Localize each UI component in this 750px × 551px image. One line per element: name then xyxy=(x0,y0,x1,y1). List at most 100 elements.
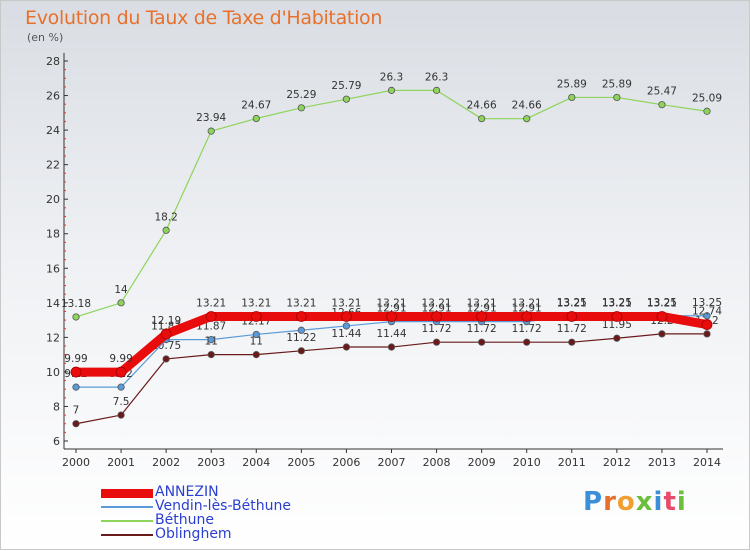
y-tick-label: 20 xyxy=(46,193,60,206)
x-tick-label: 2011 xyxy=(558,456,586,469)
data-point xyxy=(341,311,352,322)
data-label: 13.21 xyxy=(331,297,361,309)
data-label: 25.29 xyxy=(286,89,316,101)
data-label: 25.09 xyxy=(692,92,722,104)
data-point xyxy=(162,355,170,363)
data-label: 13.18 xyxy=(61,298,91,310)
data-point xyxy=(613,334,621,342)
data-point xyxy=(523,115,531,123)
logo-letter: i xyxy=(676,487,687,517)
data-point xyxy=(478,115,486,123)
chart-title: Evolution du Taux de Taxe d'Habitation xyxy=(25,7,383,29)
x-tick-label: 2014 xyxy=(693,456,721,469)
logo-letter: r xyxy=(603,487,617,517)
data-point xyxy=(117,299,125,307)
data-label: 11.72 xyxy=(557,323,587,335)
x-tick-label: 2001 xyxy=(107,456,135,469)
data-label: 12.19 xyxy=(151,315,181,327)
data-label: 24.66 xyxy=(467,100,497,112)
legend-label: Oblinghem xyxy=(155,526,232,542)
data-point xyxy=(613,93,621,102)
data-label: 11.72 xyxy=(422,323,452,335)
data-label: 12.91 xyxy=(467,303,497,315)
data-point xyxy=(703,107,711,115)
data-label: 12.91 xyxy=(512,303,542,315)
data-point xyxy=(521,311,533,322)
x-tick-label: 2010 xyxy=(513,456,541,469)
data-point xyxy=(72,313,80,321)
data-point xyxy=(656,311,668,322)
legend-label: Béthune xyxy=(155,512,214,528)
data-label: 9.99 xyxy=(109,353,132,365)
x-tick-label: 2007 xyxy=(378,456,406,469)
data-point xyxy=(162,226,170,234)
data-label: 12.91 xyxy=(376,303,406,315)
y-tick-label: 28 xyxy=(46,55,60,68)
logo-letter: i xyxy=(653,487,664,517)
data-label: 18.2 xyxy=(154,211,177,223)
legend-swatch xyxy=(101,520,153,522)
data-label: 11.44 xyxy=(331,328,361,340)
data-label: 11.95 xyxy=(602,319,632,331)
data-label: 13.21 xyxy=(647,297,677,309)
x-tick-label: 2013 xyxy=(648,456,676,469)
data-point xyxy=(252,330,260,339)
y-tick-label: 6 xyxy=(53,435,60,448)
data-point xyxy=(70,366,82,378)
data-point xyxy=(568,338,576,346)
data-point xyxy=(207,351,215,359)
data-point xyxy=(611,311,623,322)
data-point xyxy=(252,114,260,123)
data-label: 13.21 xyxy=(467,297,497,309)
data-point xyxy=(432,338,441,346)
proxiti-logo: Proxiti xyxy=(583,487,687,517)
data-point xyxy=(295,311,307,322)
series-line xyxy=(75,89,708,318)
y-tick-label: 22 xyxy=(46,159,60,172)
data-label: 13.25 xyxy=(647,297,677,309)
data-label: 13.21 xyxy=(602,297,632,309)
data-point xyxy=(160,328,172,340)
legend-swatch xyxy=(101,534,153,536)
x-tick-label: 2012 xyxy=(603,456,631,469)
x-tick-label: 2008 xyxy=(423,456,451,469)
data-point xyxy=(297,104,305,112)
data-label: 14 xyxy=(114,284,128,296)
data-label: 26.3 xyxy=(425,71,448,83)
data-point xyxy=(342,343,351,351)
data-label: 24.66 xyxy=(512,100,542,112)
data-label: 26.3 xyxy=(380,71,403,83)
data-point xyxy=(297,347,305,355)
legend-label: Vendin-lès-Béthune xyxy=(155,498,291,514)
data-label: 13.21 xyxy=(422,297,452,309)
y-tick-label: 26 xyxy=(46,90,60,103)
data-label: 9.99 xyxy=(64,353,87,365)
data-point xyxy=(252,351,260,359)
data-point xyxy=(432,86,441,94)
y-tick-label: 18 xyxy=(46,228,60,241)
legend-label: ANNEZIN xyxy=(155,484,219,500)
x-tick-label: 2003 xyxy=(197,456,225,469)
data-point xyxy=(703,330,711,338)
data-label: 11.72 xyxy=(512,323,542,335)
data-point xyxy=(297,326,305,334)
data-label: 24.67 xyxy=(241,100,271,112)
data-label: 13.21 xyxy=(557,297,587,309)
data-point xyxy=(342,95,351,103)
data-point xyxy=(115,366,127,378)
data-point xyxy=(387,86,396,94)
data-point xyxy=(701,319,713,330)
data-label: 12.74 xyxy=(692,306,722,318)
logo-letter: o xyxy=(616,487,636,517)
data-label: 13.25 xyxy=(602,297,632,309)
x-tick-label: 2000 xyxy=(62,456,90,469)
data-label: 7.5 xyxy=(113,396,130,408)
data-point xyxy=(568,93,576,102)
x-tick-label: 2009 xyxy=(468,456,496,469)
data-point xyxy=(431,311,442,322)
y-tick-label: 10 xyxy=(46,366,60,379)
data-point xyxy=(117,411,125,419)
data-label: 11 xyxy=(250,336,263,348)
data-point xyxy=(205,311,217,322)
